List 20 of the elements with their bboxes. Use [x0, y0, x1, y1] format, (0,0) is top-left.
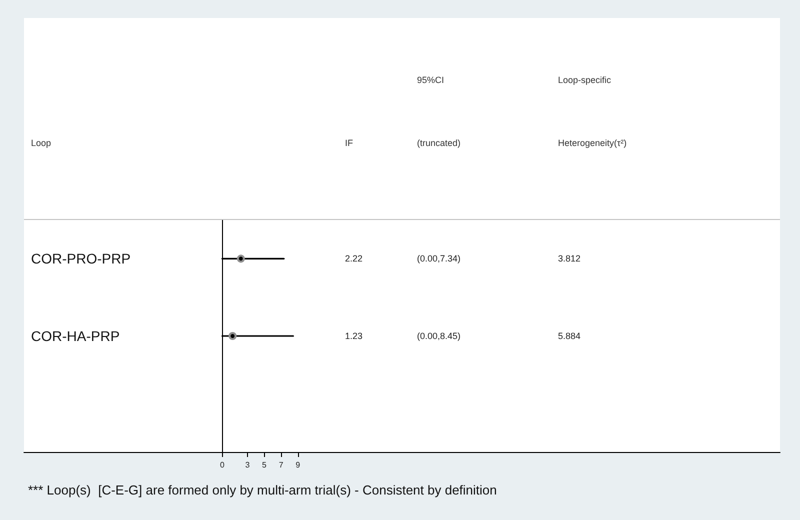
annotation: (0.00,7.34) [417, 254, 461, 264]
text: 95%CI [417, 75, 444, 85]
text: Loop [31, 138, 52, 148]
annotation: 2.22 [345, 254, 363, 264]
x-tick-label: 0 [220, 460, 226, 470]
annotation: 1.23 [345, 331, 363, 341]
text: Loop-specific [558, 75, 612, 85]
y-tick-label: COR-HA-PRP [31, 328, 120, 344]
annotation: 5.884 [558, 331, 581, 341]
x-tick-label: 7 [278, 460, 284, 470]
x-tick-label: 9 [296, 460, 301, 470]
y-tick-label: COR-PRO-PRP [31, 250, 131, 267]
text: *** Loop(s) [C-E-G] are formed only by multi-arm trial(s) - Consistent by definition [28, 482, 497, 498]
x-tick-label: 5 [262, 460, 268, 470]
annotation: (0.00,8.45) [417, 331, 461, 341]
text: IF [345, 138, 354, 148]
text: Heterogeneity(τ²) [558, 138, 627, 148]
text: (truncated) [417, 138, 461, 148]
annotation: 3.812 [558, 254, 581, 264]
x-tick-label: 3 [245, 460, 250, 470]
